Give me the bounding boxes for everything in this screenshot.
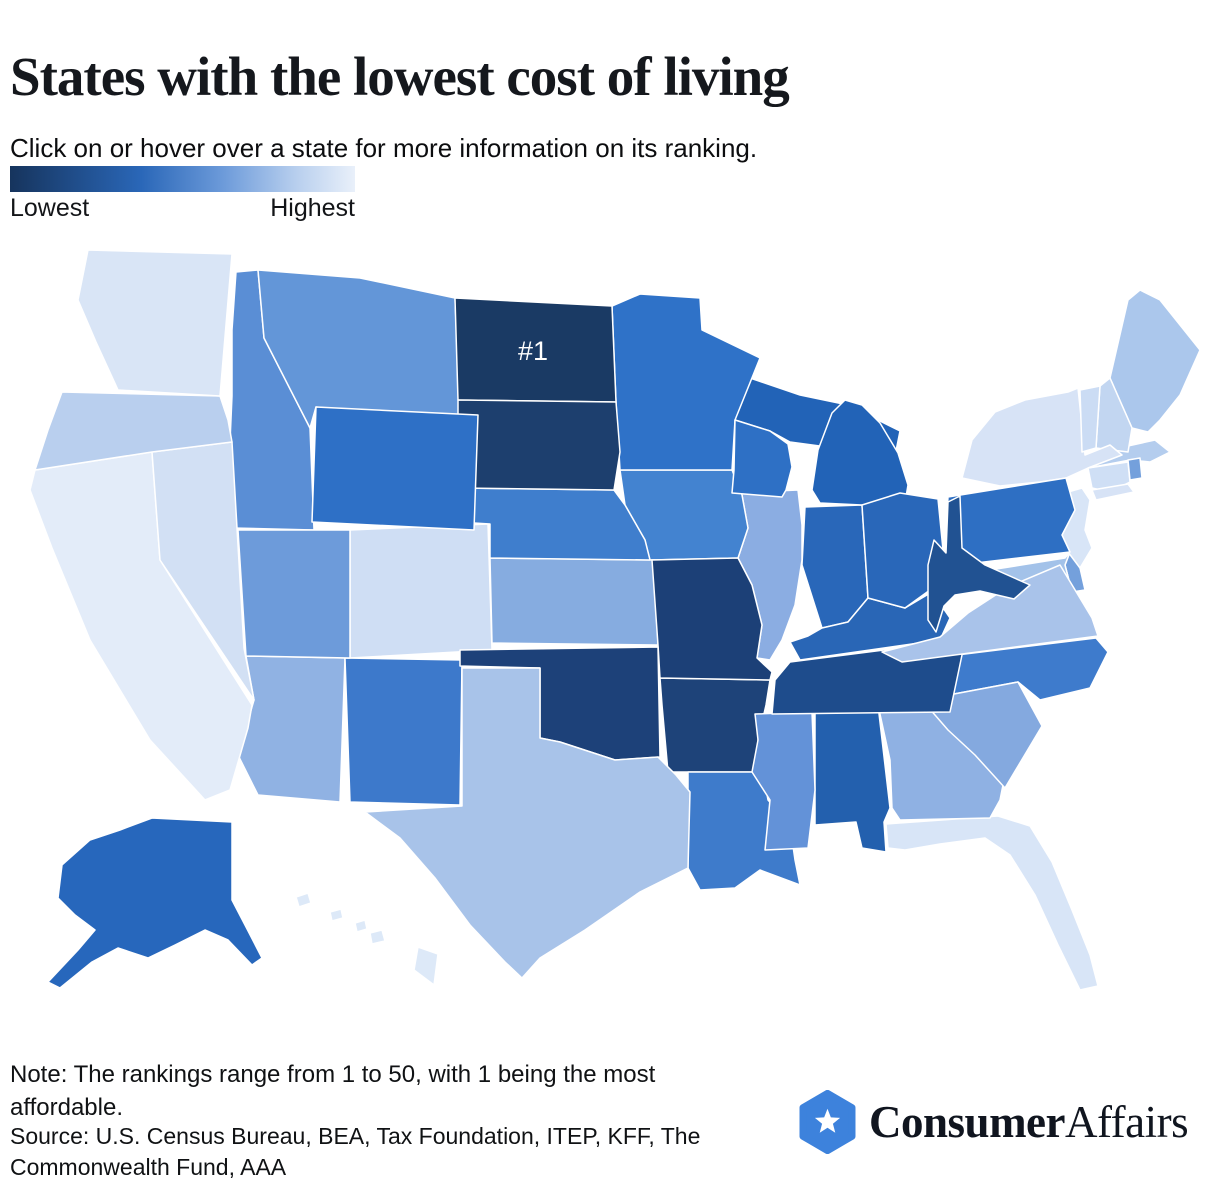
us-choropleth-map: #1 <box>0 235 1220 1045</box>
state-vt[interactable] <box>1079 385 1101 453</box>
state-sc[interactable] <box>921 681 1043 789</box>
state-ky[interactable] <box>789 591 951 661</box>
legend-low-label: Lowest <box>10 194 90 222</box>
footnote: Note: The rankings range from 1 to 50, w… <box>10 1061 656 1121</box>
state-or[interactable] <box>34 391 233 471</box>
state-tx[interactable] <box>364 667 691 979</box>
state-ks[interactable] <box>489 557 659 646</box>
state-hi[interactable] <box>295 892 439 986</box>
state-va[interactable] <box>881 564 1099 663</box>
state-co[interactable] <box>349 523 493 659</box>
rank-label-north-dakota: #1 <box>518 336 548 366</box>
star-icon <box>814 1108 841 1133</box>
state-wa[interactable] <box>77 249 233 397</box>
state-wi[interactable] <box>731 419 793 498</box>
legend-gradient-bar <box>10 166 355 192</box>
state-az[interactable] <box>237 655 346 803</box>
logo-hexagon-star-icon <box>799 1090 856 1154</box>
state-ar[interactable] <box>659 677 771 773</box>
state-al[interactable] <box>814 704 891 853</box>
state-wv[interactable] <box>927 495 1031 633</box>
state-me[interactable] <box>1109 289 1201 433</box>
state-fl[interactable] <box>885 815 1099 991</box>
state-sd[interactable] <box>457 399 621 491</box>
state-nm[interactable] <box>344 657 463 806</box>
consumeraffairs-logo: ConsumerAffairs <box>799 1090 1189 1154</box>
state-ms[interactable] <box>751 711 816 851</box>
state-wy[interactable] <box>311 406 479 531</box>
us-map-svg: #1 <box>29 249 1201 991</box>
state-mi[interactable] <box>701 377 909 506</box>
logo-wordmark: ConsumerAffairs <box>869 1096 1189 1148</box>
page-subtitle: Click on or hover over a state for more … <box>10 133 758 163</box>
logo-wordmark-light: Affairs <box>1065 1097 1189 1147</box>
page-title: States with the lowest cost of living <box>10 45 790 107</box>
legend-high-label: Highest <box>270 194 355 222</box>
logo-wordmark-bold: Consumer <box>869 1097 1066 1147</box>
state-ut[interactable] <box>237 529 351 659</box>
source-credit: Source: U.S. Census Bureau, BEA, Tax Fou… <box>10 1123 701 1180</box>
state-ak[interactable] <box>47 817 263 989</box>
state-ri[interactable] <box>1127 457 1143 481</box>
legend-labels: Lowest Highest <box>10 194 355 223</box>
